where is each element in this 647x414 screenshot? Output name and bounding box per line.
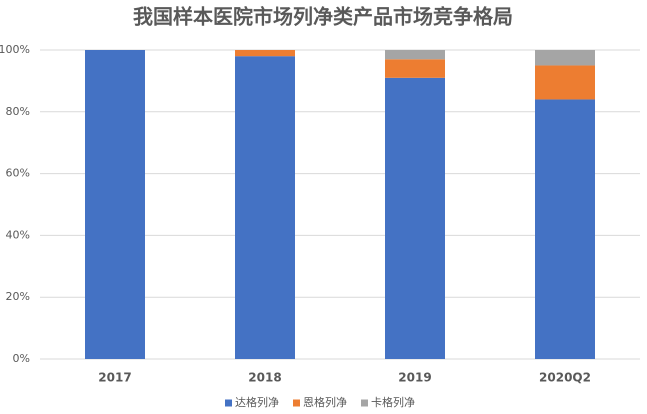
chart-title: 我国样本医院市场列净类产品市场竞争格局 [133,5,513,29]
bar-segment [385,59,445,78]
x-tick-label: 2020Q2 [539,371,591,385]
legend-label: 卡格列净 [371,395,415,409]
y-tick-label: 0% [13,352,30,365]
legend-swatch [225,399,232,407]
y-tick-label: 80% [6,105,30,118]
x-tick-label: 2019 [398,371,431,385]
bar-segment [535,99,595,359]
bar-segment [235,56,295,360]
y-tick-label: 60% [6,167,30,180]
legend-swatch [293,399,300,407]
bar-segment [85,50,145,359]
y-tick-label: 20% [6,290,30,303]
x-tick-label: 2018 [248,371,281,385]
bar-segment [535,65,595,100]
x-tick-label: 2017 [98,371,131,385]
bar-segment [235,50,295,57]
bar-segment [385,77,445,359]
y-tick-label: 40% [6,228,30,241]
legend-label: 达格列净 [235,395,279,409]
bar-segment [535,50,595,66]
legend-label: 恩格列净 [303,395,347,409]
bar-segment [385,50,445,60]
legend-swatch [361,399,368,407]
y-tick-label: 100% [0,43,30,56]
